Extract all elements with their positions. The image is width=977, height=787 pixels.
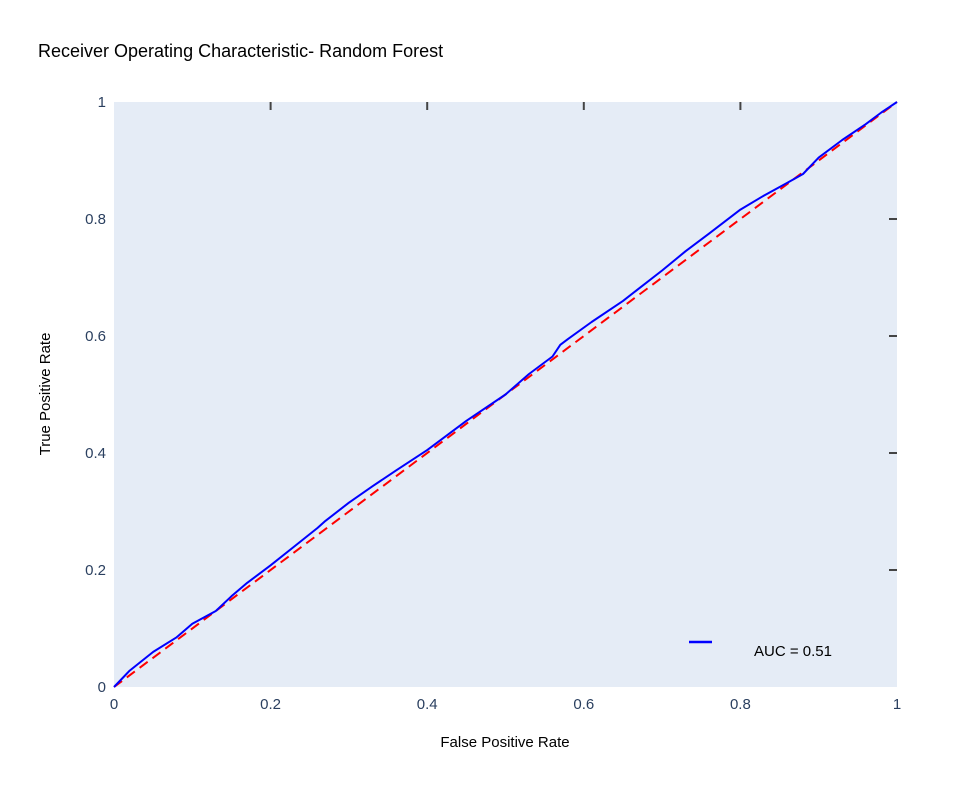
y-tick-label: 0.4 bbox=[85, 445, 106, 462]
y-tick-label: 0.8 bbox=[85, 211, 106, 228]
legend[interactable]: AUC = 0.51 bbox=[689, 640, 832, 660]
y-axis-title: True Positive Rate bbox=[37, 333, 54, 456]
x-tick-label: 0 bbox=[110, 696, 118, 713]
y-tick-label: 0 bbox=[98, 679, 106, 696]
axis-ticks bbox=[269, 102, 897, 571]
y-axis-tick-labels: 0 0.2 0.4 0.6 0.8 1 bbox=[85, 94, 106, 696]
legend-label-auc: AUC = 0.51 bbox=[754, 643, 832, 660]
chart-title: Receiver Operating Characteristic- Rando… bbox=[38, 41, 443, 61]
x-tick-label: 0.4 bbox=[417, 696, 438, 713]
x-tick-label: 0.2 bbox=[260, 696, 281, 713]
y-tick-label: 1 bbox=[98, 94, 106, 111]
roc-curve-line bbox=[113, 101, 898, 688]
series-layer bbox=[113, 101, 898, 688]
x-tick-label: 1 bbox=[893, 696, 901, 713]
x-tick-label: 0.6 bbox=[573, 696, 594, 713]
y-tick-label: 0.2 bbox=[85, 562, 106, 579]
x-tick-label: 0.8 bbox=[730, 696, 751, 713]
x-axis-tick-labels: 0 0.2 0.4 0.6 0.8 1 bbox=[110, 696, 901, 713]
y-tick-label: 0.6 bbox=[85, 328, 106, 345]
x-axis-title: False Positive Rate bbox=[440, 734, 569, 751]
